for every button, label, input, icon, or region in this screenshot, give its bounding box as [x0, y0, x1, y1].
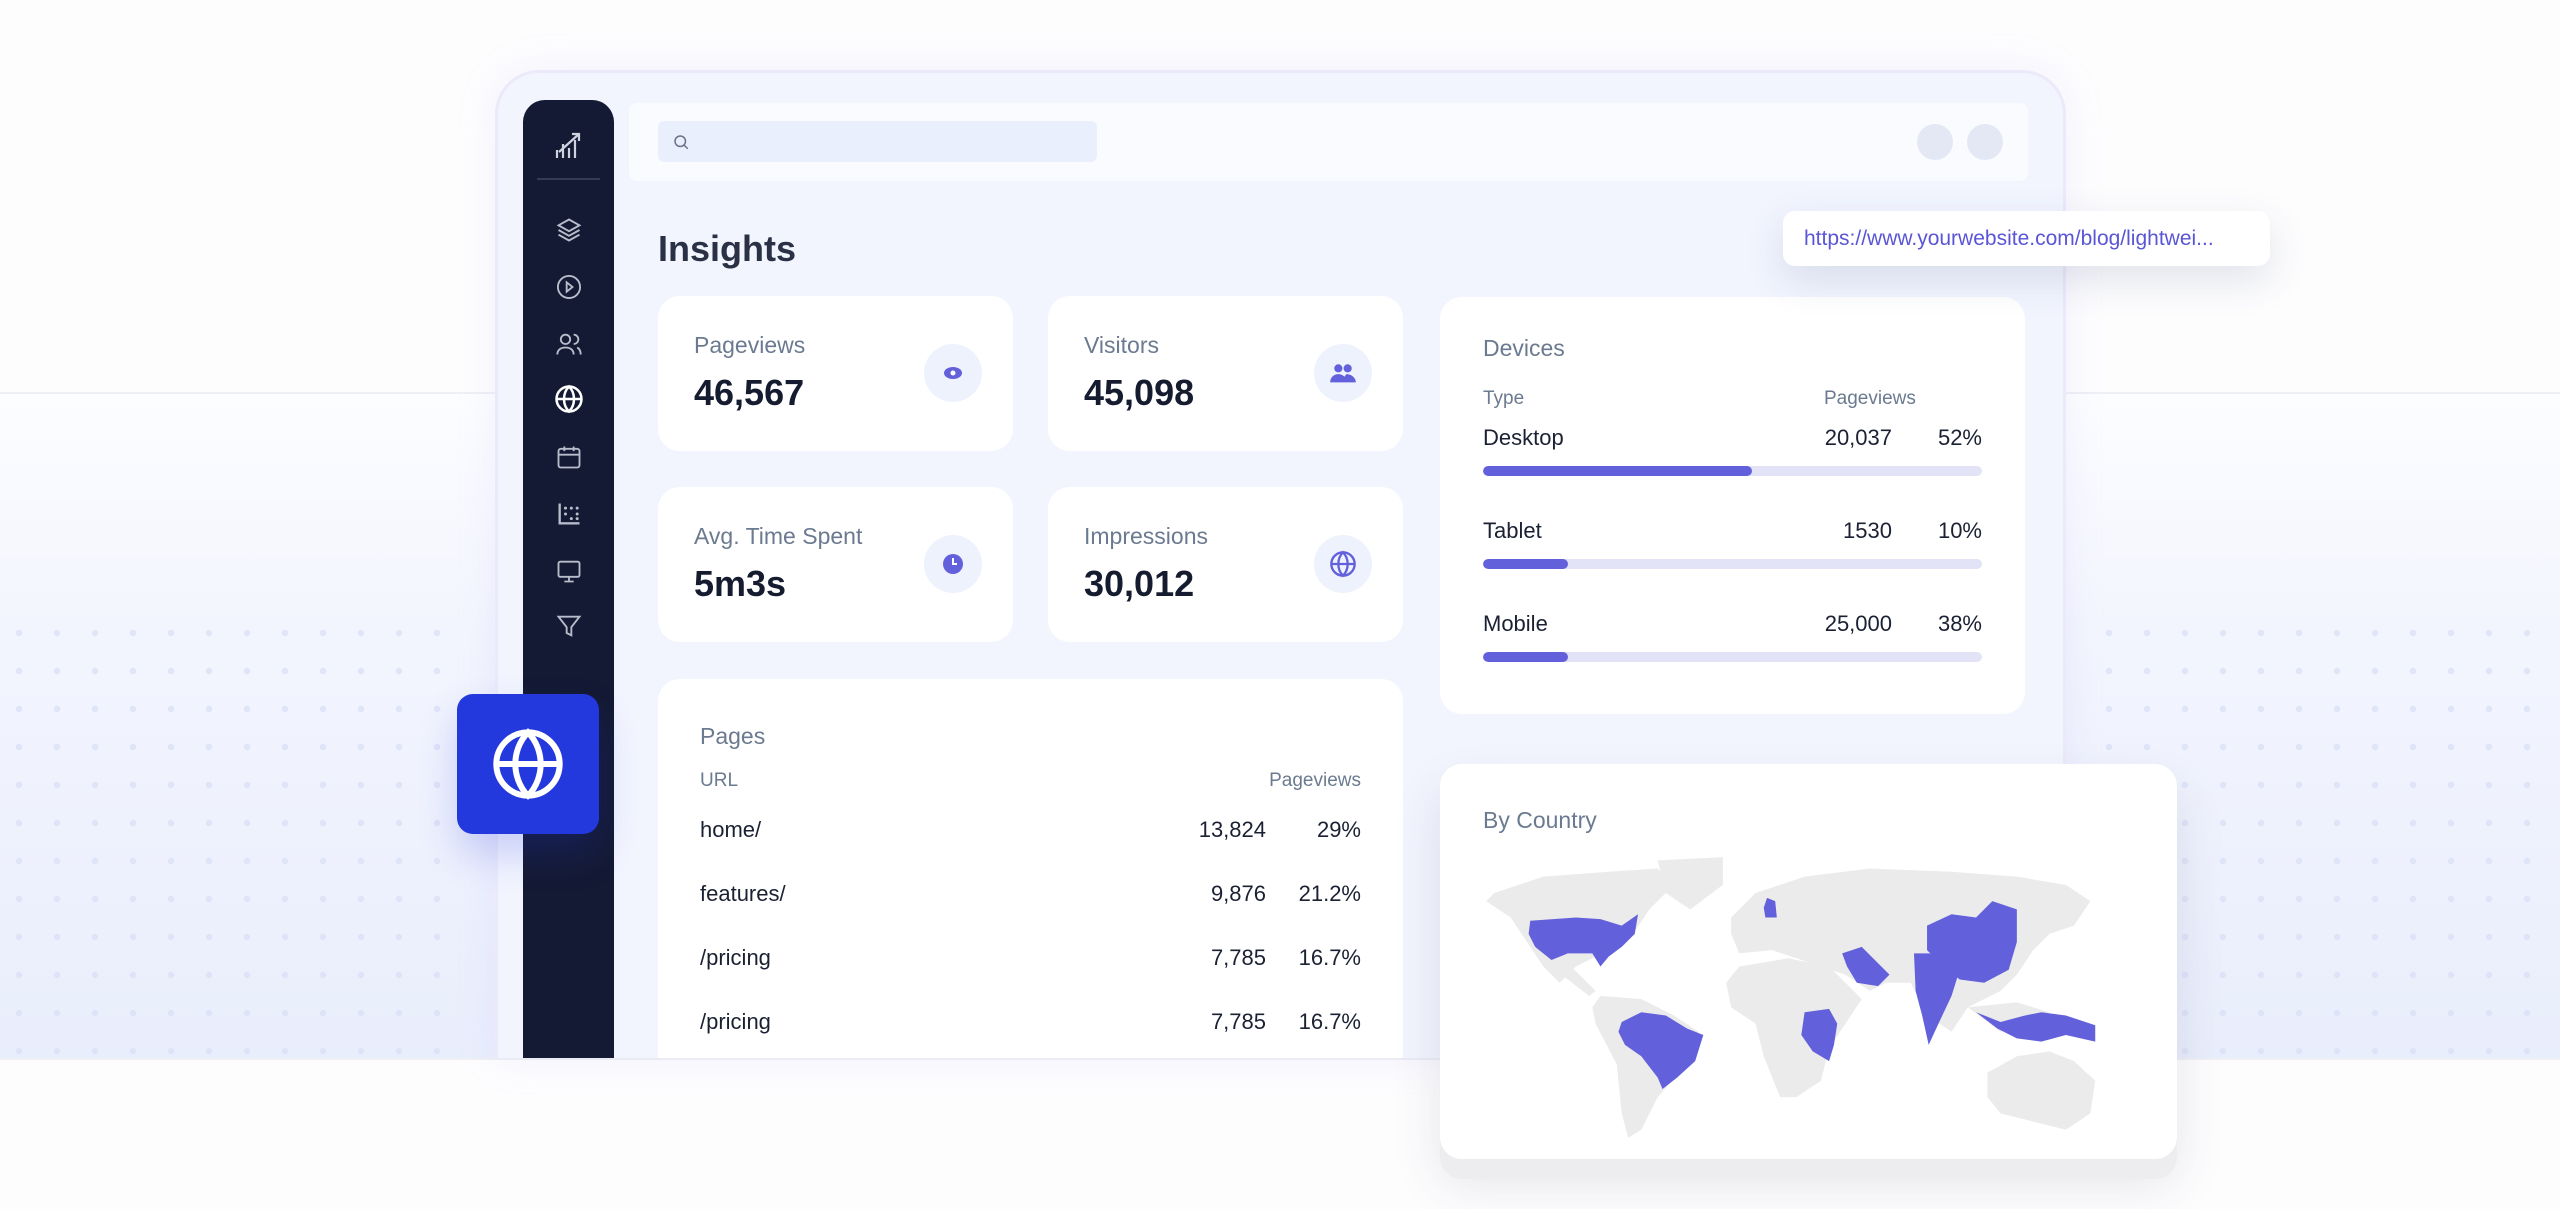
device-type: Desktop	[1483, 425, 1564, 450]
page-views: 7,785	[1210, 945, 1266, 970]
progress-fill	[1483, 466, 1753, 476]
clock-icon	[924, 535, 982, 593]
app-window: Insights Pageviews 46,567 Visitors 45,09…	[495, 70, 2066, 1058]
stat-value: 45,098	[1084, 372, 1195, 413]
page-percent: 16.7%	[1298, 945, 1361, 970]
devices-card: Devices Type Pageviews Desktop 20,037 52…	[1440, 297, 2025, 714]
search-input[interactable]	[658, 121, 1097, 162]
layers-icon[interactable]	[553, 214, 585, 246]
stat-value: 30,012	[1084, 563, 1195, 604]
stat-label: Pageviews	[694, 332, 806, 358]
dot-pattern-left	[0, 614, 470, 1060]
pages-card: Pages URL Pageviews home/ 13,824 29% fea…	[658, 679, 1403, 1058]
sidebar-divider	[537, 178, 600, 180]
device-views: 25,000	[1824, 611, 1892, 636]
page-percent: 29%	[1316, 817, 1361, 842]
globe-icon	[1314, 535, 1372, 593]
by-country-card: By Country	[1440, 764, 2177, 1159]
map-land	[1486, 857, 2096, 1138]
world-map	[1486, 857, 2096, 1138]
section-title: Devices	[1483, 335, 1565, 361]
device-percent: 38%	[1937, 611, 1982, 636]
stat-label: Visitors	[1084, 332, 1159, 358]
dot-grid-icon[interactable]	[553, 498, 585, 530]
device-type: Mobile	[1483, 611, 1548, 636]
page-url: /pricing	[700, 1009, 771, 1034]
column-header: Pageviews	[1824, 388, 1916, 409]
stat-card-pageviews: Pageviews 46,567	[658, 296, 1013, 451]
page-title: Insights	[658, 228, 797, 269]
device-progress-bar	[1483, 559, 1982, 569]
page-url: /pricing	[700, 945, 771, 970]
filter-icon[interactable]	[553, 610, 585, 642]
device-percent: 52%	[1937, 425, 1982, 450]
users-icon	[1314, 344, 1372, 402]
stat-label: Avg. Time Spent	[694, 523, 863, 549]
globe-icon	[493, 728, 563, 800]
page-views: 13,824	[1198, 817, 1266, 842]
stat-card-impressions: Impressions 30,012	[1048, 487, 1403, 642]
play-circle-icon[interactable]	[553, 271, 585, 303]
page-url: home/	[700, 817, 762, 842]
page-views: 9,876	[1210, 881, 1266, 906]
country-india	[1913, 953, 1960, 1045]
column-header: Type	[1483, 388, 1525, 409]
page-percent: 16.7%	[1298, 1009, 1361, 1034]
stat-label: Impressions	[1084, 523, 1208, 549]
progress-fill	[1483, 559, 1568, 569]
device-views: 1530	[1843, 518, 1892, 543]
monitor-icon[interactable]	[553, 555, 585, 587]
stat-card-avg-time: Avg. Time Spent 5m3s	[658, 487, 1013, 642]
device-progress-bar	[1483, 466, 1982, 476]
country-dr-congo	[1801, 1008, 1838, 1062]
avatar[interactable]	[1917, 124, 1953, 160]
device-type: Tablet	[1483, 518, 1542, 543]
country-usa	[1528, 914, 1639, 967]
device-views: 20,037	[1824, 425, 1892, 450]
page-views: 7,785	[1210, 1009, 1266, 1034]
eye-icon	[924, 344, 982, 402]
country-indonesia	[1976, 1012, 2096, 1042]
search-icon	[674, 135, 689, 150]
section-title: By Country	[1483, 807, 1597, 833]
country-saudi-arabia	[1842, 946, 1890, 987]
top-bar	[629, 103, 2028, 181]
progress-fill	[1483, 652, 1568, 662]
country-uk	[1763, 897, 1777, 918]
logo-icon[interactable]	[553, 130, 585, 162]
avatar[interactable]	[1967, 124, 2003, 160]
page-url: features/	[700, 881, 786, 906]
device-progress-bar	[1483, 652, 1982, 662]
device-percent: 10%	[1937, 518, 1982, 543]
country-brazil	[1618, 1012, 1704, 1089]
url-tooltip: https://www.yourwebsite.com/blog/lightwe…	[1783, 211, 2270, 266]
sidebar	[523, 100, 614, 1058]
column-header: URL	[700, 770, 739, 791]
globe-icon[interactable]	[553, 383, 585, 415]
map-highlighted-countries	[1528, 897, 2096, 1089]
stat-card-visitors: Visitors 45,098	[1048, 296, 1403, 451]
page-percent: 21.2%	[1298, 881, 1361, 906]
users-icon[interactable]	[553, 328, 585, 360]
section-title: Pages	[700, 723, 766, 749]
calendar-icon[interactable]	[553, 441, 585, 473]
globe-feature-tile	[457, 694, 599, 834]
stat-value: 46,567	[694, 372, 805, 413]
url-text: https://www.yourwebsite.com/blog/lightwe…	[1804, 226, 2214, 250]
stat-value: 5m3s	[694, 563, 787, 604]
column-header: Pageviews	[1269, 770, 1361, 791]
